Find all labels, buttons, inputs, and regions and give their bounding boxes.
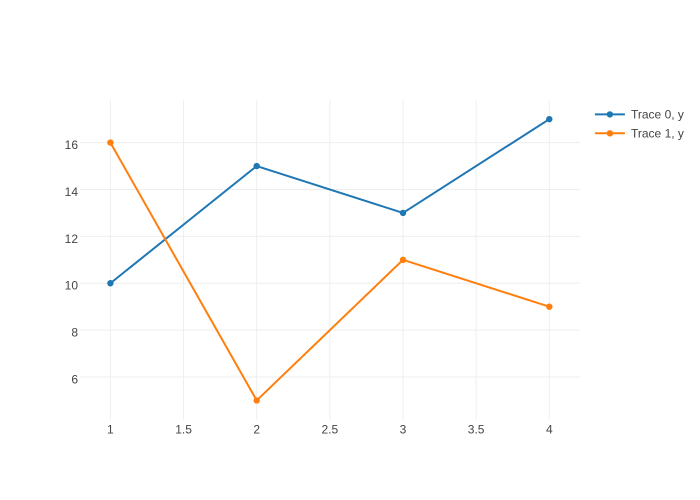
svg-text:14: 14 — [65, 185, 79, 199]
svg-text:6: 6 — [71, 372, 78, 386]
svg-text:3: 3 — [400, 423, 407, 437]
svg-text:3.5: 3.5 — [468, 423, 485, 437]
svg-text:10: 10 — [65, 279, 79, 293]
svg-text:8: 8 — [71, 326, 78, 340]
svg-text:Trace 0, y: Trace 0, y — [631, 108, 684, 122]
svg-text:2: 2 — [253, 423, 260, 437]
svg-text:4: 4 — [546, 423, 553, 437]
svg-text:1: 1 — [107, 423, 114, 437]
svg-text:2.5: 2.5 — [322, 423, 339, 437]
svg-text:12: 12 — [65, 232, 79, 246]
svg-text:16: 16 — [65, 138, 79, 152]
svg-text:1.5: 1.5 — [175, 423, 192, 437]
svg-text:Trace 1, y: Trace 1, y — [631, 127, 684, 141]
